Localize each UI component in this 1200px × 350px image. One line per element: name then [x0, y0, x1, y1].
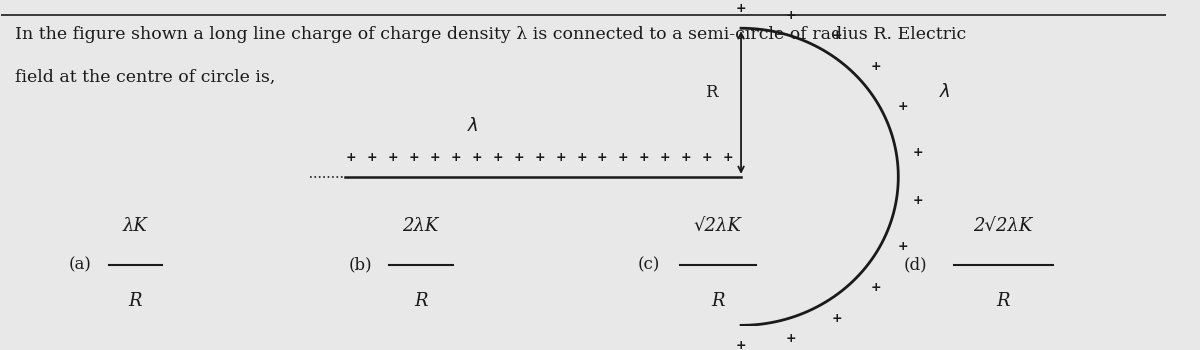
Text: +: +: [408, 151, 419, 164]
Text: +: +: [912, 194, 923, 207]
Text: R: R: [128, 292, 142, 310]
Text: (a): (a): [68, 257, 91, 274]
Text: +: +: [870, 60, 881, 73]
Text: R: R: [414, 292, 427, 310]
Text: field at the centre of circle is,: field at the centre of circle is,: [16, 69, 276, 86]
Text: +: +: [680, 151, 691, 164]
Text: (d): (d): [904, 257, 928, 274]
Text: +: +: [534, 151, 545, 164]
Text: √2λK: √2λK: [694, 217, 742, 235]
Text: +: +: [598, 151, 607, 164]
Text: (b): (b): [348, 257, 372, 274]
Text: +: +: [832, 29, 842, 42]
Text: +: +: [702, 151, 713, 164]
Text: +: +: [492, 151, 503, 164]
Text: R: R: [710, 292, 725, 310]
Text: R: R: [996, 292, 1010, 310]
Text: +: +: [736, 2, 746, 15]
Text: 2λK: 2λK: [402, 217, 439, 235]
Text: +: +: [898, 240, 908, 253]
Text: +: +: [870, 281, 881, 294]
Text: $\lambda$: $\lambda$: [467, 117, 479, 135]
Text: R: R: [706, 84, 718, 101]
Text: +: +: [898, 100, 908, 113]
Text: +: +: [576, 151, 587, 164]
Text: +: +: [618, 151, 629, 164]
Text: +: +: [736, 339, 746, 350]
Text: (c): (c): [637, 257, 660, 274]
Text: +: +: [640, 151, 649, 164]
Text: +: +: [912, 146, 923, 159]
Text: +: +: [786, 332, 797, 345]
Text: +: +: [722, 151, 733, 164]
Text: +: +: [430, 151, 440, 164]
Text: +: +: [556, 151, 566, 164]
Text: 2√2λK: 2√2λK: [973, 217, 1033, 235]
Text: λK: λK: [122, 217, 148, 235]
Text: +: +: [450, 151, 461, 164]
Text: +: +: [832, 312, 842, 325]
Text: +: +: [660, 151, 671, 164]
Text: +: +: [366, 151, 377, 164]
Text: In the figure shown a long line charge of charge density λ is connected to a sem: In the figure shown a long line charge o…: [16, 26, 967, 43]
Text: +: +: [472, 151, 482, 164]
Text: +: +: [346, 151, 356, 164]
Text: $\lambda$: $\lambda$: [940, 83, 950, 101]
Text: +: +: [786, 9, 797, 22]
Text: +: +: [514, 151, 524, 164]
Text: +: +: [388, 151, 398, 164]
